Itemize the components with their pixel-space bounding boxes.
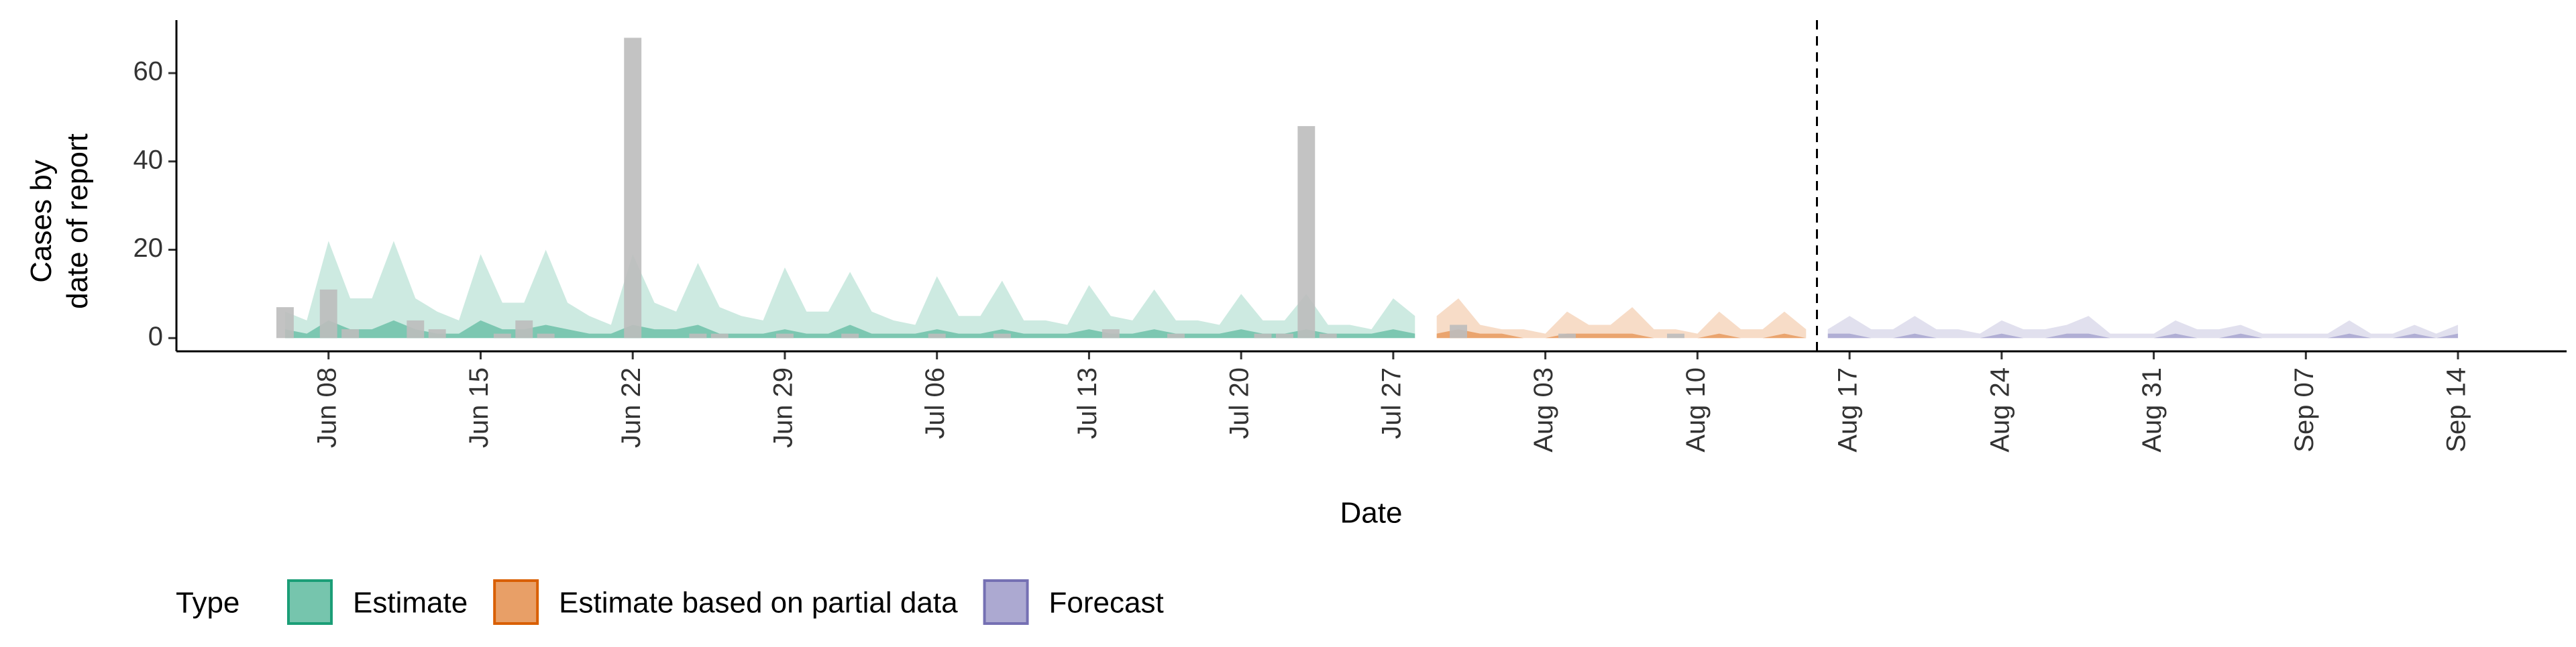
bar xyxy=(407,320,425,339)
x-tick-label: Jun 15 xyxy=(464,367,494,448)
x-tick-label: Jun 08 xyxy=(312,367,341,448)
bar xyxy=(1667,333,1684,339)
legend-key xyxy=(493,579,539,625)
bar xyxy=(689,333,707,339)
x-tick-label: Jun 22 xyxy=(616,367,646,448)
x-axis-title: Date xyxy=(1340,497,1403,530)
bar xyxy=(841,333,859,339)
x-tick-label: Aug 03 xyxy=(1529,367,1558,453)
bar xyxy=(428,329,446,339)
ribbon xyxy=(284,320,1415,339)
ribbon xyxy=(284,241,1415,339)
bar xyxy=(319,289,337,339)
bar xyxy=(775,333,794,339)
x-tick-label: Aug 17 xyxy=(1833,367,1863,453)
x-tick-label: Jul 27 xyxy=(1377,367,1406,439)
y-tick-label: 40 xyxy=(133,145,164,174)
bar xyxy=(341,329,360,339)
x-tick-label: Jun 29 xyxy=(769,367,798,448)
y-axis-title: Cases by date of report xyxy=(25,133,94,309)
x-tick-label: Sep 07 xyxy=(2290,367,2319,453)
ribbon xyxy=(1436,329,1807,339)
legend-label: Forecast xyxy=(1049,587,1164,620)
bar xyxy=(1167,333,1185,339)
bar xyxy=(710,333,729,339)
bar xyxy=(537,333,555,339)
x-tick-label: Jul 06 xyxy=(920,367,950,439)
legend-key xyxy=(983,579,1029,625)
ribbon xyxy=(1436,298,1807,339)
bar xyxy=(1319,333,1337,339)
legend-title: Type xyxy=(176,587,239,620)
y-tick-label: 0 xyxy=(148,322,163,351)
bar xyxy=(276,307,294,339)
bar xyxy=(1254,333,1272,339)
legend-key xyxy=(287,579,333,625)
bar xyxy=(493,333,511,339)
legend-label: Estimate based on partial data xyxy=(559,587,958,620)
x-tick-label: Aug 10 xyxy=(1681,367,1711,453)
x-tick-label: Jul 13 xyxy=(1073,367,1102,439)
bar xyxy=(1102,329,1120,339)
bar xyxy=(1558,333,1576,339)
bar xyxy=(624,38,642,339)
bar xyxy=(1297,126,1316,339)
y-tick-label: 60 xyxy=(133,57,164,86)
ribbon xyxy=(1827,316,2459,339)
legend-label: Estimate xyxy=(353,587,468,620)
x-tick-label: Aug 31 xyxy=(2137,367,2167,453)
y-axis-title-line: Cases by xyxy=(25,160,58,282)
x-tick-label: Aug 24 xyxy=(1985,367,2015,453)
bar xyxy=(993,333,1011,339)
bar xyxy=(515,320,533,339)
y-tick-label: 20 xyxy=(133,233,164,263)
x-tick-label: Sep 14 xyxy=(2442,367,2471,453)
bar xyxy=(1275,333,1293,339)
x-tick-label: Jul 20 xyxy=(1225,367,1254,439)
y-axis-title-line: date of report xyxy=(61,133,94,309)
bar xyxy=(928,333,946,339)
bar xyxy=(1450,325,1468,339)
